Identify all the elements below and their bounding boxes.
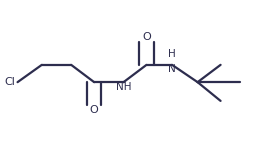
Text: H: H (168, 49, 176, 59)
Text: NH: NH (116, 82, 131, 92)
Text: O: O (90, 105, 98, 115)
Text: Cl: Cl (4, 77, 15, 87)
Text: N: N (168, 64, 176, 74)
Text: O: O (142, 32, 151, 42)
